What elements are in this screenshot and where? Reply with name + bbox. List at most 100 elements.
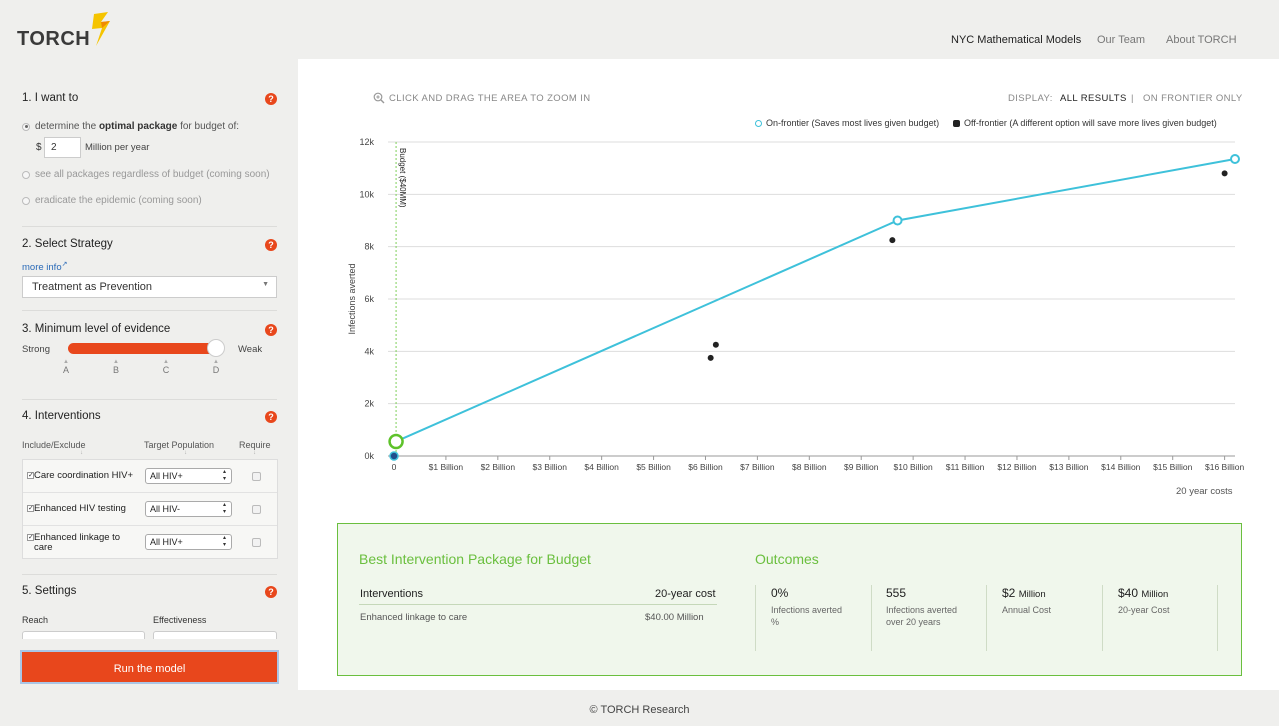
chevron-down-icon: ▼ bbox=[262, 281, 269, 288]
require-checkbox[interactable] bbox=[252, 505, 261, 514]
x-tick-label: $11 Billion bbox=[946, 462, 985, 472]
divider bbox=[986, 585, 987, 651]
outcome-label: 20-year Cost bbox=[1118, 605, 1170, 615]
app-header: TORCH NYC Mathematical Models Our Team A… bbox=[0, 0, 1279, 59]
nav-our-team[interactable]: Our Team bbox=[1097, 34, 1146, 46]
divider bbox=[755, 585, 756, 651]
include-checkbox[interactable]: ✓ bbox=[27, 505, 34, 512]
section-title-want: 1. I want to bbox=[22, 92, 79, 104]
results-title: Best Intervention Package for Budget bbox=[359, 551, 591, 567]
help-icon[interactable]: ? bbox=[265, 93, 277, 105]
display-all-results[interactable]: ALL RESULTS bbox=[1060, 93, 1127, 104]
run-model-button[interactable]: Run the model bbox=[22, 652, 277, 682]
reach-label: Reach bbox=[22, 615, 49, 625]
reach-input[interactable] bbox=[22, 631, 145, 639]
evidence-slider-handle[interactable] bbox=[207, 339, 225, 357]
sort-arrow-icon: ↓ bbox=[80, 450, 83, 456]
outcome-label: Infections averted% bbox=[771, 605, 843, 627]
footer: © TORCH Research bbox=[0, 690, 1279, 726]
x-tick-label: $14 Billion bbox=[1101, 462, 1140, 472]
more-info-link[interactable]: more info↗ bbox=[22, 261, 68, 274]
x-tick-label: $7 Billion bbox=[740, 462, 775, 472]
option-optimal-package[interactable]: determine the optimal package for budget… bbox=[22, 121, 239, 132]
radio-icon[interactable] bbox=[22, 170, 30, 179]
flame-logo-icon bbox=[92, 12, 110, 46]
tick-marker-icon: ▲ bbox=[163, 359, 169, 365]
on-frontier-point bbox=[1230, 154, 1240, 165]
radio-icon[interactable] bbox=[22, 122, 30, 131]
outcome-label: Annual Cost bbox=[1002, 605, 1052, 615]
on-frontier-point bbox=[892, 215, 903, 226]
nav-nyc-models[interactable]: NYC Mathematical Models bbox=[951, 34, 1082, 46]
option-all-packages[interactable]: see all packages regardless of budget (c… bbox=[22, 169, 270, 180]
selected-package-point bbox=[388, 433, 404, 450]
budget-input[interactable]: 2 bbox=[44, 137, 81, 158]
outcomes-title: Outcomes bbox=[755, 551, 819, 567]
tick-marker-icon: ▲ bbox=[113, 359, 119, 365]
sidebar: 1. I want to ? determine the optimal pac… bbox=[0, 59, 298, 690]
help-icon[interactable]: ? bbox=[265, 239, 277, 251]
x-tick-label: $9 Billion bbox=[844, 462, 879, 472]
x-axis-label: 20 year costs bbox=[1176, 486, 1233, 497]
zoom-icon bbox=[373, 92, 385, 107]
help-icon[interactable]: ? bbox=[265, 586, 277, 598]
x-tick-label: $13 Billion bbox=[1049, 462, 1088, 472]
results-panel: Best Intervention Package for Budget Int… bbox=[337, 523, 1242, 676]
target-select[interactable]: All HIV+ bbox=[145, 534, 232, 550]
divider bbox=[1102, 585, 1103, 651]
outcome-value: $40 Million bbox=[1118, 586, 1169, 600]
x-tick-label: $6 Billion bbox=[688, 462, 723, 472]
help-icon[interactable]: ? bbox=[265, 324, 277, 336]
target-select[interactable]: All HIV+ bbox=[145, 468, 232, 484]
section-title-strategy: 2. Select Strategy bbox=[22, 238, 113, 250]
x-tick-label: 0 bbox=[392, 462, 397, 472]
off-frontier-point bbox=[712, 341, 719, 348]
evidence-tick-a: A bbox=[62, 365, 69, 375]
x-tick-label: $3 Billion bbox=[532, 462, 567, 472]
open-circle-icon bbox=[755, 119, 762, 127]
weak-label: Weak bbox=[238, 344, 263, 355]
budget-unit: Million per year bbox=[85, 142, 150, 153]
evidence-slider-track[interactable] bbox=[68, 343, 216, 354]
off-frontier-point bbox=[889, 237, 896, 244]
y-tick-label: 4k bbox=[364, 346, 374, 356]
strategy-select[interactable]: Treatment as Prevention ▼ bbox=[22, 276, 277, 298]
cost-effectiveness-chart[interactable]: 0k 2k 4k 6k 8k 10k 12k 0 $1 Billion $2 Billion $3 … bbox=[298, 59, 1279, 489]
radio-icon[interactable] bbox=[22, 196, 30, 205]
display-frontier-only[interactable]: ON FRONTIER ONLY bbox=[1143, 93, 1243, 104]
result-intervention-name: Enhanced linkage to care bbox=[360, 612, 468, 623]
divider bbox=[1217, 585, 1218, 651]
tick-marker-icon: ▲ bbox=[213, 359, 219, 365]
y-tick-label: 10k bbox=[359, 189, 374, 199]
display-label: DISPLAY: bbox=[1008, 93, 1053, 104]
tick-marker-icon: ▲ bbox=[63, 359, 69, 365]
intervention-label: Enhanced linkage to care bbox=[34, 532, 121, 553]
outcome-value: $2 Million bbox=[1002, 586, 1046, 600]
torch-logo[interactable]: TORCH bbox=[17, 28, 91, 50]
divider bbox=[359, 604, 717, 605]
divider bbox=[22, 399, 277, 400]
divider bbox=[871, 585, 872, 651]
help-icon[interactable]: ? bbox=[265, 411, 277, 423]
require-checkbox[interactable] bbox=[252, 472, 261, 481]
x-tick-label: $4 Billion bbox=[584, 462, 619, 472]
include-checkbox[interactable]: ✓ bbox=[27, 472, 34, 479]
effectiveness-input[interactable] bbox=[153, 631, 277, 639]
section-title-evidence: 3. Minimum level of evidence bbox=[22, 323, 171, 335]
legend-off-frontier: Off-frontier (A different option will sa… bbox=[953, 118, 1217, 128]
result-intervention-cost: $40.00 Million bbox=[645, 612, 704, 623]
evidence-tick-c: C bbox=[162, 365, 170, 375]
section-title-settings: 5. Settings bbox=[22, 585, 77, 597]
option-eradicate[interactable]: eradicate the epidemic (coming soon) bbox=[22, 195, 202, 206]
y-tick-label: 12k bbox=[359, 137, 374, 147]
target-select[interactable]: All HIV- bbox=[145, 501, 232, 517]
table-row: ✓ Enhanced HIV testing All HIV- bbox=[23, 493, 277, 526]
outcome-label: Infections averted over 20 years bbox=[886, 605, 958, 627]
include-checkbox[interactable]: ✓ bbox=[27, 534, 34, 541]
strong-label: Strong bbox=[22, 344, 50, 355]
nav-about[interactable]: About TORCH bbox=[1166, 34, 1237, 46]
require-checkbox[interactable] bbox=[252, 538, 261, 547]
x-tick-label: $12 Billion bbox=[997, 462, 1036, 472]
x-tick-label: $5 Billion bbox=[636, 462, 671, 472]
main-panel: CLICK AND DRAG THE AREA TO ZOOM IN DISPL… bbox=[298, 59, 1279, 690]
